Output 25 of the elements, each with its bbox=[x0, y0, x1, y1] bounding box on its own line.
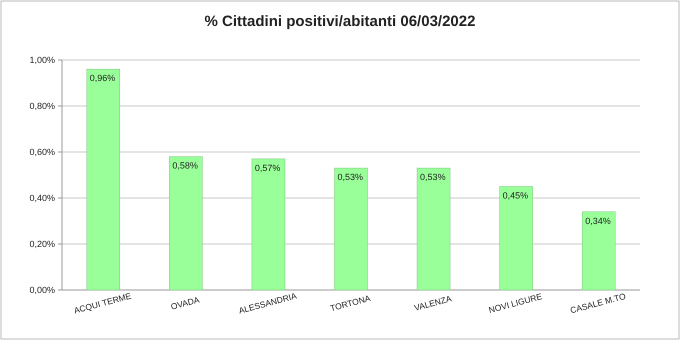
data-label: 0,45% bbox=[502, 190, 528, 200]
x-tick-label: ACQUI TERME bbox=[72, 290, 133, 316]
bar bbox=[582, 212, 616, 290]
data-label: 0,53% bbox=[337, 172, 364, 182]
bar bbox=[169, 156, 203, 290]
bar bbox=[252, 158, 286, 290]
chart-title: % Cittadini positivi/abitanti 06/03/2022 bbox=[204, 13, 476, 30]
bar bbox=[334, 168, 368, 290]
data-label: 0,58% bbox=[172, 160, 198, 171]
bar bbox=[86, 68, 120, 290]
y-tick-label: 0,00% bbox=[29, 285, 55, 296]
x-tick-label: OVADA bbox=[170, 294, 201, 312]
x-tick-label: NOVI LIGURE bbox=[488, 291, 544, 316]
y-tick-label: 0,80% bbox=[29, 101, 55, 112]
y-tick-label: 0,20% bbox=[29, 239, 55, 250]
y-tick-label: 1,00% bbox=[29, 55, 55, 66]
data-label: 0,57% bbox=[254, 162, 280, 173]
y-tick-label: 0,40% bbox=[29, 193, 55, 204]
data-label: 0,34% bbox=[585, 216, 611, 226]
data-label: 0,53% bbox=[420, 172, 446, 182]
bar bbox=[499, 186, 533, 290]
bar bbox=[416, 168, 450, 290]
data-label: 0,96% bbox=[90, 73, 116, 84]
x-tick-label: CASALE M.TO bbox=[569, 290, 628, 316]
y-tick-label: 0,60% bbox=[29, 147, 55, 158]
